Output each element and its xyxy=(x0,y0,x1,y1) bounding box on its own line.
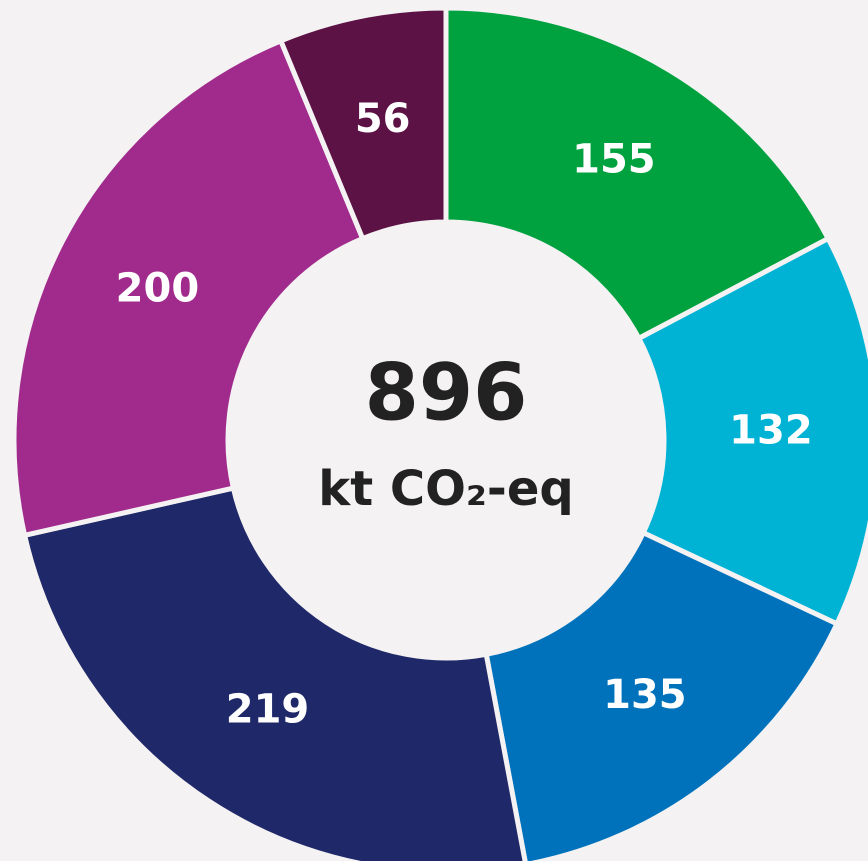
slice xyxy=(277,5,449,242)
center-unit: kt CO₂-eq xyxy=(318,461,573,517)
slice-label: 135 xyxy=(603,672,687,718)
slice-label: 200 xyxy=(116,265,200,311)
slice-label: 132 xyxy=(729,408,813,454)
center-hole xyxy=(230,224,662,656)
slice xyxy=(21,485,528,861)
slice xyxy=(483,529,841,861)
slice-label: 155 xyxy=(572,137,656,183)
slice-label: 56 xyxy=(355,96,411,142)
slices xyxy=(11,5,868,861)
slice xyxy=(635,235,868,628)
slice xyxy=(443,5,832,342)
slice xyxy=(11,37,366,539)
center-value: 896 xyxy=(365,348,528,438)
slice-label: 219 xyxy=(226,687,310,733)
